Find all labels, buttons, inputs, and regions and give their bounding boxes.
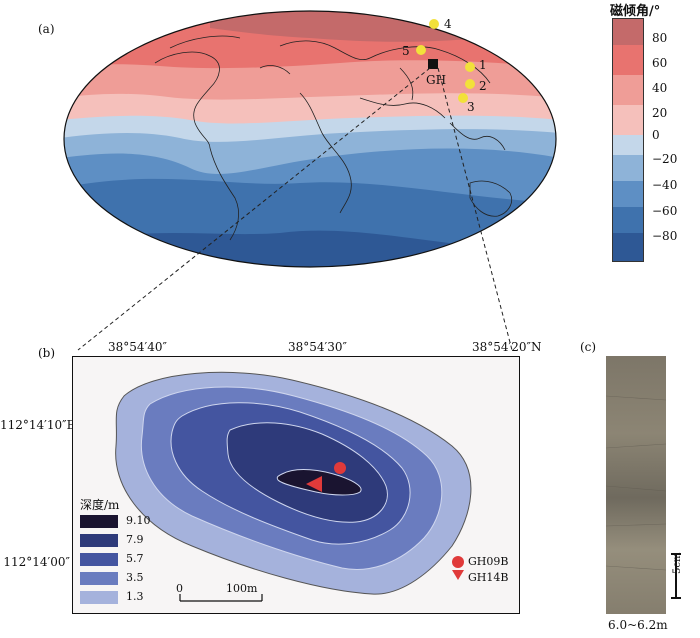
depth-swatch-1-3 xyxy=(80,591,118,604)
gh-site-label: GH xyxy=(426,73,447,87)
colorbar-band-9 xyxy=(613,233,643,261)
colorbar-tick: 40 xyxy=(652,81,668,95)
top-tick-label: 38°54′20″N xyxy=(472,340,542,354)
colorbar-band-2 xyxy=(613,45,643,75)
scale-end-label: 100m xyxy=(226,582,258,595)
site-label-3: 3 xyxy=(467,100,475,114)
colorbar-tick: −40 xyxy=(652,178,678,192)
connector-right xyxy=(437,67,513,351)
site-label-1: 1 xyxy=(479,58,487,72)
site-marker-2 xyxy=(465,79,475,89)
depth-legend-title: 深度/m xyxy=(80,498,120,512)
colorbar xyxy=(612,18,644,262)
core-scale-cap-top xyxy=(671,553,681,555)
site-marker-4 xyxy=(429,19,439,29)
core-scale-bar xyxy=(675,553,677,599)
colorbar-tick: −20 xyxy=(652,152,678,166)
depth-swatch-9-10 xyxy=(80,515,118,528)
colorbar-tick: 60 xyxy=(652,56,668,70)
colorbar-band-4 xyxy=(613,105,643,135)
connector-left xyxy=(77,67,431,351)
site-marker-3 xyxy=(458,93,468,103)
sample-label-gh14b: GH14B xyxy=(468,571,509,584)
depth-value: 5.7 xyxy=(126,552,144,565)
lake-bathymetry-map xyxy=(72,356,520,614)
colorbar-title: 磁倾角/° xyxy=(610,4,661,19)
world-inclination-map xyxy=(63,10,557,268)
depth-swatch-5-7 xyxy=(80,553,118,566)
site-label-4: 4 xyxy=(444,17,452,31)
gh-site-marker xyxy=(428,59,438,69)
core-depth-range: 6.0~6.2m xyxy=(608,618,668,632)
depth-swatch-7-9 xyxy=(80,534,118,547)
site-marker-5 xyxy=(416,45,426,55)
panel-b-label: (b) xyxy=(38,346,56,360)
colorbar-band-6 xyxy=(613,155,643,181)
panel-a-label: (a) xyxy=(38,22,55,36)
depth-value: 1.3 xyxy=(126,590,144,603)
colorbar-tick: 20 xyxy=(652,106,668,120)
depth-value: 3.5 xyxy=(126,571,144,584)
depth-value: 7.9 xyxy=(126,533,144,546)
sample-gh09b-marker xyxy=(334,462,346,474)
panel-c-label: (c) xyxy=(580,340,597,354)
scale-zero-label: 0 xyxy=(176,582,183,595)
colorbar-band-7 xyxy=(613,181,643,207)
colorbar-tick: 80 xyxy=(652,31,668,45)
core-scale-cap-bottom xyxy=(671,597,681,599)
top-tick-label: 38°54′30″ xyxy=(288,340,348,354)
colorbar-band-1 xyxy=(613,19,643,45)
colorbar-tick: −60 xyxy=(652,204,678,218)
site-label-5: 5 xyxy=(402,44,410,58)
site-marker-1 xyxy=(465,62,475,72)
colorbar-tick: −80 xyxy=(652,229,678,243)
core-photo xyxy=(606,356,666,614)
colorbar-band-5 xyxy=(613,135,643,155)
sample-label-gh09b: GH09B xyxy=(468,555,509,568)
left-tick-label: 112°14′10″E xyxy=(0,418,76,432)
site-label-2: 2 xyxy=(479,79,487,93)
core-scale-label: 5cm xyxy=(672,552,683,574)
colorbar-band-8 xyxy=(613,207,643,233)
colorbar-tick: 0 xyxy=(652,128,660,142)
left-tick-label: 112°14′00″ xyxy=(3,555,70,569)
sample-gh14b-marker xyxy=(306,476,322,492)
colorbar-band-3 xyxy=(613,75,643,105)
depth-swatch-3-5 xyxy=(80,572,118,585)
top-tick-label: 38°54′40″ xyxy=(108,340,168,354)
depth-value: 9.10 xyxy=(126,514,151,527)
